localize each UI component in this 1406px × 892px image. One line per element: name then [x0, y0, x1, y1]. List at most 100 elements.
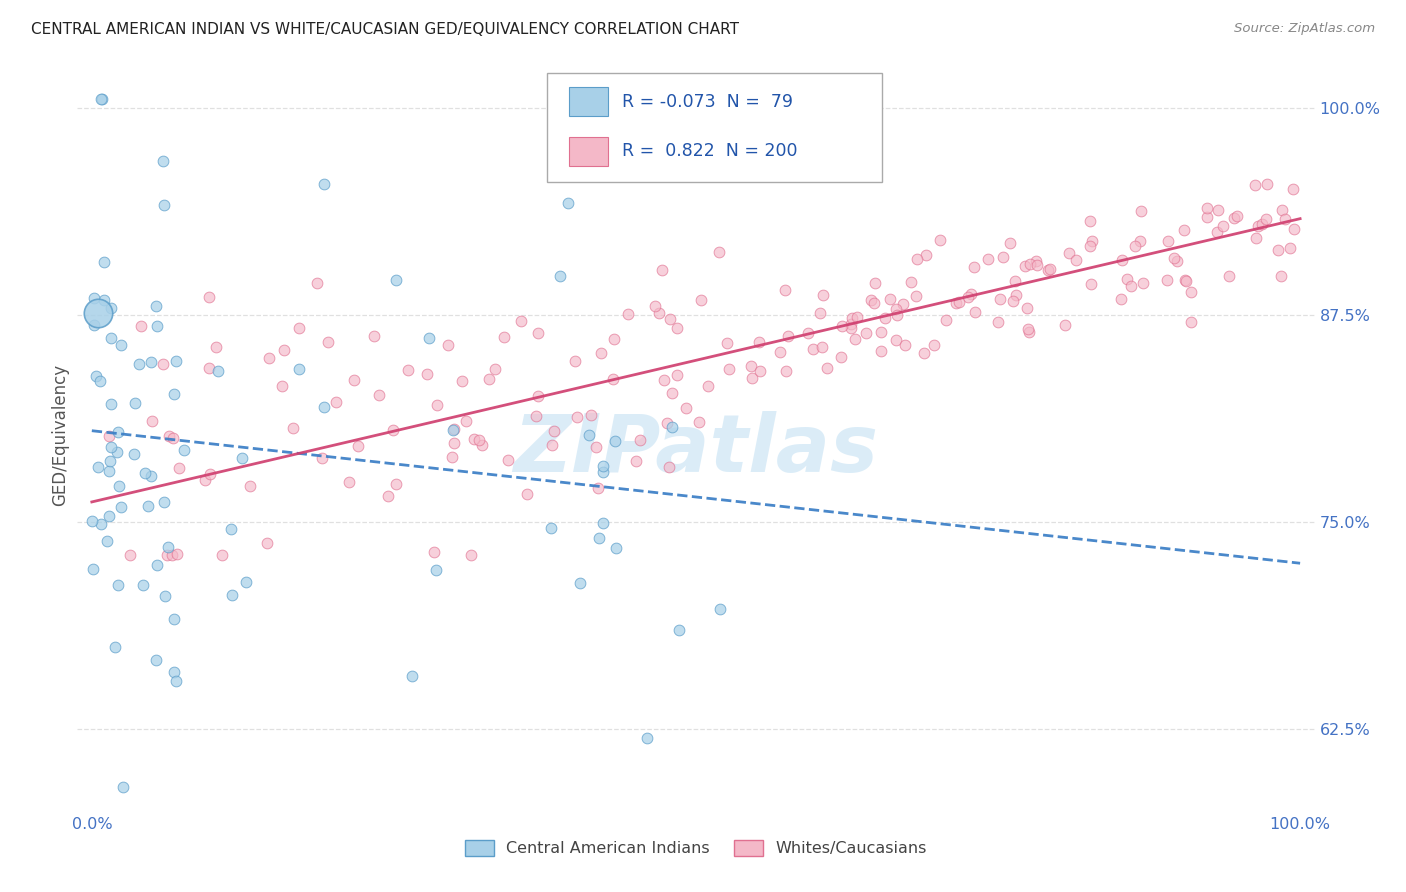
Point: [524, 409, 547, 423]
Point: [1057, 246, 1080, 260]
Point: [93, 254, 115, 268]
Point: [288, 362, 311, 376]
Point: [773, 283, 796, 297]
Point: [548, 268, 571, 283]
Point: [100, 440, 122, 454]
Point: [811, 340, 834, 354]
Point: [1017, 322, 1039, 336]
Point: [928, 233, 950, 247]
Point: [894, 338, 917, 352]
Point: [443, 422, 465, 436]
Point: [211, 548, 233, 562]
Point: [769, 344, 792, 359]
Point: [1111, 253, 1133, 268]
Point: [884, 334, 907, 348]
Point: [666, 368, 689, 383]
Point: [312, 177, 335, 191]
Point: [661, 420, 683, 434]
Point: [1282, 222, 1305, 236]
Point: [1039, 262, 1062, 277]
Point: [658, 460, 681, 475]
Point: [460, 548, 482, 562]
Point: [84, 369, 107, 384]
Point: [592, 516, 614, 531]
Point: [104, 640, 127, 654]
Point: [90, 92, 112, 106]
Point: [652, 373, 675, 387]
Point: [1080, 213, 1102, 227]
Point: [578, 427, 600, 442]
Point: [516, 486, 538, 500]
Point: [98, 453, 121, 467]
Point: [467, 433, 489, 447]
Point: [98, 429, 121, 443]
Point: [496, 453, 519, 467]
Point: [991, 250, 1014, 264]
Point: [235, 575, 257, 590]
Point: [165, 673, 187, 688]
Point: [509, 314, 531, 328]
Point: [343, 373, 366, 387]
Point: [617, 307, 640, 321]
Point: [796, 326, 818, 340]
Point: [839, 317, 862, 331]
Point: [863, 277, 886, 291]
Point: [659, 311, 682, 326]
Point: [1025, 259, 1047, 273]
Point: [540, 521, 562, 535]
Point: [922, 338, 945, 352]
Point: [1247, 219, 1270, 233]
Point: [100, 301, 122, 315]
Point: [1250, 217, 1272, 231]
Point: [644, 299, 666, 313]
Point: [709, 602, 731, 616]
Point: [1274, 212, 1296, 227]
Point: [1223, 211, 1246, 225]
Point: [1002, 293, 1025, 308]
Point: [586, 481, 609, 495]
Point: [136, 500, 159, 514]
Point: [1014, 259, 1036, 273]
Point: [173, 443, 195, 458]
Point: [288, 320, 311, 334]
Point: [543, 425, 565, 439]
Point: [748, 334, 770, 349]
Point: [589, 346, 612, 360]
Point: [423, 545, 446, 559]
Point: [416, 368, 439, 382]
Point: [775, 364, 797, 378]
Point: [1018, 326, 1040, 340]
Point: [377, 489, 399, 503]
Point: [963, 305, 986, 319]
Point: [443, 423, 465, 437]
Point: [163, 612, 186, 626]
Point: [1123, 239, 1146, 253]
Point: [152, 357, 174, 371]
Point: [801, 165, 824, 179]
Point: [384, 477, 406, 491]
Point: [905, 252, 928, 267]
Point: [603, 434, 626, 449]
Point: [1174, 274, 1197, 288]
Point: [1064, 252, 1087, 267]
Point: [585, 440, 607, 454]
Point: [257, 351, 280, 366]
Point: [859, 293, 882, 307]
Point: [709, 244, 731, 259]
Point: [1005, 287, 1028, 301]
Point: [1109, 292, 1132, 306]
Point: [256, 535, 278, 549]
Point: [401, 669, 423, 683]
Point: [1019, 257, 1042, 271]
Point: [900, 275, 922, 289]
Point: [1226, 210, 1249, 224]
Point: [1156, 272, 1178, 286]
Point: [1130, 204, 1153, 219]
Point: [1267, 243, 1289, 257]
Point: [977, 252, 1000, 266]
Point: [935, 313, 957, 327]
Point: [879, 292, 901, 306]
Point: [602, 371, 624, 385]
Point: [567, 410, 589, 425]
Point: [1195, 201, 1218, 215]
